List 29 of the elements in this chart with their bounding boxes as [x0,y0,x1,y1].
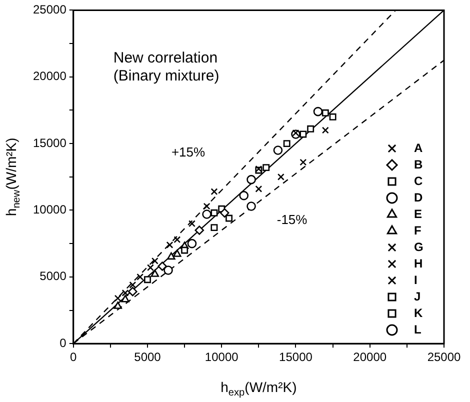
y-tick-label: 25000 [32,2,67,17]
annotation: (Binary mixture) [113,67,220,84]
y-tick-label: 20000 [32,69,67,84]
x-tick-label: 15000 [279,350,313,364]
x-tick-label: 20000 [353,350,387,364]
y-axis-title: hnew(W/m²K) [2,138,23,216]
x-tick-label: 0 [70,350,78,364]
legend-label: L [414,322,422,336]
y-tick-label: 5000 [40,269,67,284]
legend-label: H [414,256,423,270]
annotation: New correlation [113,49,218,66]
legend-label: A [414,140,423,155]
series-label: -15% [276,212,308,227]
y-tick-label: 10000 [32,202,67,217]
y-tick-label: 0 [60,336,67,350]
legend-label: C [414,174,423,188]
legend-label: G [414,240,424,254]
x-tick-label: 5000 [134,350,162,364]
text: +15% [171,144,206,160]
legend-label: B [414,157,423,172]
y-tick-label: 15000 [32,136,67,150]
legend-label: J [414,289,421,304]
x-tick-label: 10000 [204,350,239,364]
legend-label: F [414,223,422,238]
legend-label: I [414,272,418,287]
legend-label: D [414,190,423,204]
legend-label: E [414,206,422,221]
legend-label: K [414,306,423,320]
x-tick-label: 25000 [427,350,462,364]
